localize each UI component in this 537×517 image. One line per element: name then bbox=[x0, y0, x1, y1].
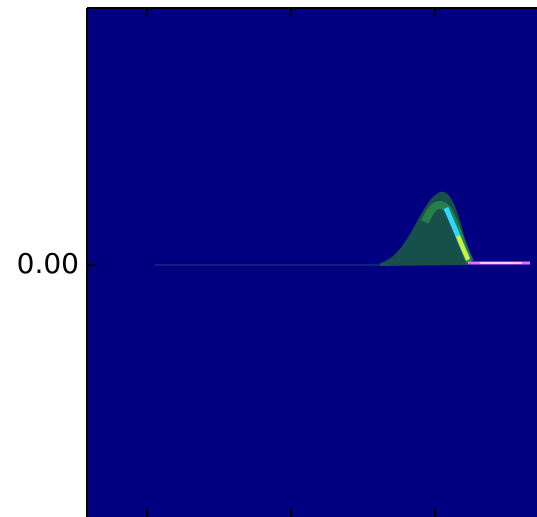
heat-glow bbox=[155, 191, 530, 266]
y-tick-label: 0.00 bbox=[17, 247, 79, 280]
frame bbox=[86, 7, 537, 517]
peak-trace bbox=[456, 235, 470, 261]
